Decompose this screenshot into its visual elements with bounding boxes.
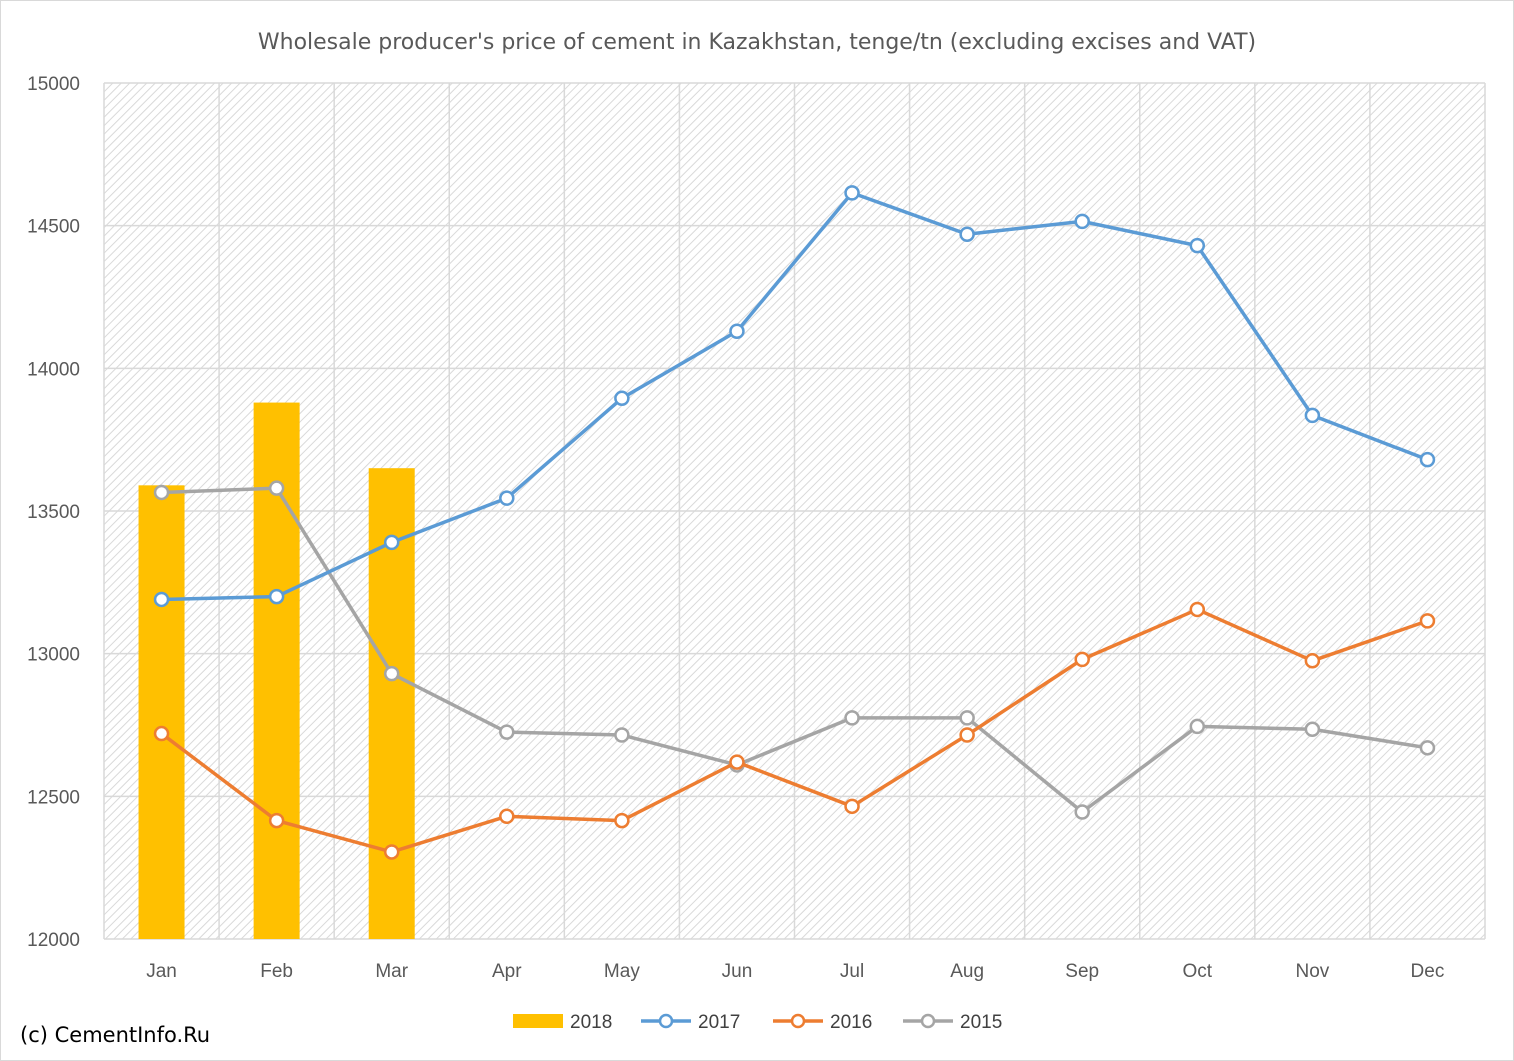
y-tick-label: 14000 (27, 359, 80, 380)
point-2017-dec (1419, 451, 1436, 468)
x-tick-label: Feb (260, 961, 293, 982)
x-tick-label: May (604, 961, 640, 982)
y-tick-label: 13500 (27, 502, 80, 523)
point-2015-jan (153, 484, 170, 501)
point-2016-may (614, 812, 630, 829)
y-tick-label: 12500 (27, 787, 80, 808)
line-series-2016 (153, 601, 1436, 860)
point-2016-jul (844, 798, 860, 815)
bar-2018-jan (138, 485, 185, 939)
point-2016-feb (268, 812, 285, 829)
chart-title: Wholesale producer's price of cement in … (258, 30, 1256, 55)
x-tick-label: Jul (840, 961, 864, 982)
line-2016 (160, 607, 1429, 854)
point-2016-oct (1189, 601, 1206, 618)
x-tick-label: Sep (1065, 961, 1099, 982)
x-tick-label: Oct (1183, 961, 1213, 982)
point-2015-feb (268, 480, 285, 496)
line-2015 (161, 486, 1428, 814)
line-series-2015 (153, 480, 1436, 820)
point-2016-aug (959, 727, 975, 743)
point-2015-mar (383, 665, 400, 682)
legend-label-2016: 2016 (830, 1012, 872, 1033)
point-2017-apr (499, 490, 515, 506)
legend-swatch-2018 (513, 1014, 563, 1028)
point-2017-sep (1074, 213, 1090, 230)
point-2016-jun (729, 754, 745, 770)
point-2015-aug (959, 710, 975, 726)
point-2017-feb (268, 588, 285, 605)
legend-marker-2017 (658, 1013, 674, 1029)
y-tick-label: 15000 (27, 74, 80, 95)
x-tick-label: Apr (492, 961, 522, 982)
legend-marker-2015 (920, 1013, 936, 1029)
y-axis-ticks: 12000 12500 13000 13500 14000 14500 15000 (27, 74, 80, 951)
legend-item-2015: 2015 (903, 1012, 1002, 1033)
point-2015-nov (1304, 721, 1321, 738)
x-tick-label: Aug (950, 961, 984, 982)
y-tick-label: 12000 (27, 930, 80, 951)
point-2017-nov (1304, 407, 1321, 424)
line-series-2017 (153, 185, 1436, 608)
legend-item-2016: 2016 (773, 1012, 872, 1033)
point-2016-mar (383, 844, 400, 860)
gridlines (103, 82, 1486, 940)
x-tick-label: Nov (1295, 961, 1329, 982)
point-2017-jul (844, 185, 860, 201)
point-2017-jun (729, 323, 745, 339)
point-2015-apr (499, 724, 515, 740)
x-tick-label: Mar (375, 961, 408, 982)
line-series (153, 185, 1436, 860)
x-axis-ticks: Jan Feb Mar Apr May Jun Jul Aug Sep Oct Nov Dec (146, 961, 1444, 982)
legend-marker-2016 (790, 1013, 806, 1029)
point-2017-jan (153, 591, 170, 608)
x-tick-label: Jun (722, 961, 753, 982)
point-2016-nov (1304, 653, 1321, 669)
legend-item-2018: 2018 (513, 1012, 612, 1033)
point-2016-apr (499, 808, 515, 825)
point-2017-oct (1189, 237, 1206, 254)
line-2017 (161, 191, 1429, 602)
legend-label-2015: 2015 (960, 1012, 1002, 1033)
point-2015-sep (1074, 804, 1090, 820)
legend-label-2017: 2017 (698, 1012, 740, 1033)
point-2017-aug (959, 226, 975, 242)
y-tick-label: 13000 (27, 645, 80, 666)
legend: 2018 2017 2016 2015 (513, 1012, 1002, 1033)
point-2015-dec (1419, 740, 1436, 756)
point-2017-may (614, 390, 630, 407)
point-2016-dec (1419, 613, 1436, 629)
legend-item-2017: 2017 (641, 1012, 740, 1033)
point-2015-may (614, 727, 630, 743)
point-2016-sep (1074, 651, 1090, 668)
x-tick-label: Dec (1411, 961, 1445, 982)
credit-text: (c) CementInfo.Ru (20, 1023, 210, 1047)
point-2015-jul (844, 710, 860, 726)
legend-label-2018: 2018 (570, 1012, 612, 1033)
x-tick-label: Jan (146, 961, 177, 982)
point-2016-jan (153, 725, 170, 742)
point-2015-oct (1189, 718, 1206, 735)
y-tick-label: 14500 (27, 217, 80, 238)
point-2017-mar (383, 534, 400, 551)
